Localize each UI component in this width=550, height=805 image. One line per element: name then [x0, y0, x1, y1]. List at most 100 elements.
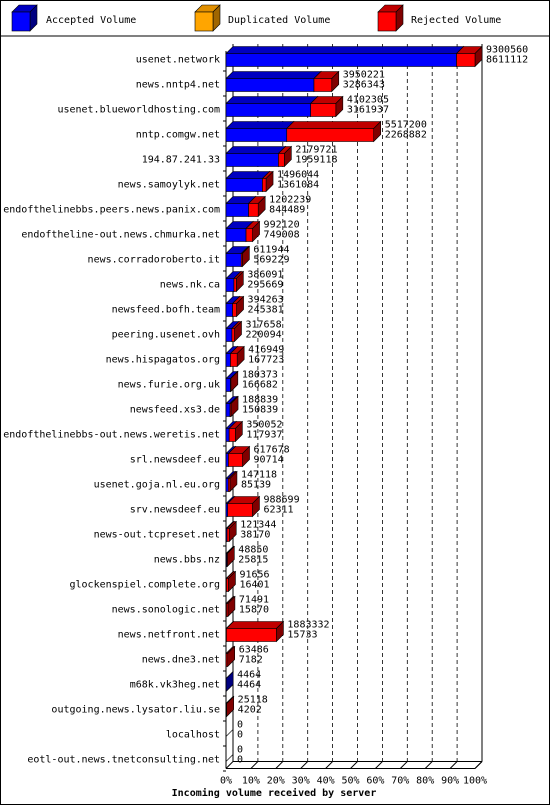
accepted-value-label: 3286343: [343, 80, 385, 91]
accepted-value-label: 220094: [246, 330, 282, 341]
total-value-label: 5517200: [385, 120, 427, 131]
accepted-value-label: 16401: [239, 580, 269, 591]
x-tick-label: 100%: [463, 776, 487, 787]
total-value-label: 0: [237, 745, 243, 756]
bar-rejected: [240, 245, 251, 268]
bar-rejected: [233, 270, 245, 293]
bar-accepted: [225, 95, 319, 118]
accepted-value-label: 62311: [263, 505, 293, 516]
x-tick-label: 10%: [242, 776, 260, 787]
bar-rejected: [228, 420, 244, 443]
total-value-label: 1496044: [277, 170, 319, 181]
total-value-label: 4464: [237, 670, 261, 681]
category-label: news.nntp4.net: [136, 80, 220, 91]
total-value-label: 188839: [242, 395, 278, 406]
accepted-value-label: 15870: [239, 605, 269, 616]
total-value-label: 386091: [247, 270, 283, 281]
accepted-value-label: 166682: [242, 380, 278, 391]
x-tick-mark: [424, 761, 433, 769]
category-label: outgoing.news.lysator.liu.se: [51, 705, 220, 716]
category-label: nntp.comgw.net: [136, 130, 220, 141]
accepted-value-label: 150839: [242, 405, 278, 416]
bar-rejected: [226, 520, 237, 543]
accepted-value-label: 4202: [238, 705, 262, 716]
bar-rejected: [225, 570, 237, 593]
bar-rejected: [225, 620, 285, 643]
total-value-label: 4102305: [347, 95, 389, 106]
category-label: news.bbs.nz: [154, 555, 220, 566]
x-tick-label: 0%: [220, 776, 232, 787]
total-value-label: 3950221: [343, 70, 385, 81]
bar-rejected: [277, 145, 293, 168]
category-label: news.furie.org.uk: [118, 380, 220, 391]
x-tick-label: 20%: [267, 776, 285, 787]
category-labels: usenet.network news.nntp4.net usenet.bluew…: [3, 55, 220, 766]
accepted-value-label: 295669: [247, 280, 283, 291]
legend-swatch-duplicated: [194, 4, 221, 32]
category-label: endofthelinebbs.peers.news.panix.com: [3, 205, 220, 216]
bar-rejected: [226, 495, 261, 518]
accepted-value-label: 8611112: [486, 55, 528, 66]
total-value-label: 48850: [238, 545, 268, 556]
x-tick-label: 50%: [341, 776, 359, 787]
category-label: usenet.network: [136, 55, 220, 66]
total-value-label: 9300560: [486, 45, 528, 56]
bar-rejected: [225, 645, 236, 668]
bar-rejected: [227, 445, 251, 468]
x-tick-label: 70%: [391, 776, 409, 787]
bar-accepted: [225, 670, 234, 693]
category-label: localhost: [166, 730, 220, 741]
accepted-value-label: 245381: [248, 305, 284, 316]
bar-rejected: [229, 370, 239, 393]
bar-rejected: [455, 45, 483, 68]
bar-accepted: [225, 70, 322, 93]
category-label: peering.usenet.ovh: [112, 330, 220, 341]
legend-label-accepted: Accepted Volume: [46, 15, 136, 26]
category-label: m68k.vk3heg.net: [130, 680, 220, 691]
x-axis-label: Incoming volume received by server: [172, 787, 377, 799]
x-tick-label: 60%: [366, 776, 384, 787]
accepted-value-label: 844489: [269, 205, 305, 216]
category-label: srv.newsdeef.eu: [130, 505, 220, 516]
total-value-label: 2179721: [295, 145, 337, 156]
total-value-label: 147118: [241, 470, 277, 481]
category-label: usenet.goja.nl.eu.org: [94, 480, 220, 491]
category-label: endoftheline-out.news.chmurka.net: [21, 230, 220, 241]
accepted-value-label: 25815: [238, 555, 268, 566]
category-label: news.corradoroberto.it: [88, 255, 220, 266]
bar-rejected: [231, 320, 243, 343]
total-value-label: 1202239: [269, 195, 311, 206]
bar-rejected: [225, 695, 235, 718]
bar-rejected: [229, 345, 245, 368]
category-label: usenet.blueworldhosting.com: [57, 105, 220, 116]
accepted-value-label: 1959118: [295, 155, 337, 166]
bar-rejected: [227, 470, 238, 493]
legend-label-rejected: Rejected Volume: [411, 15, 501, 26]
total-value-label: 988699: [263, 495, 299, 506]
bar-rejected: [245, 220, 261, 243]
category-label: news.hispagatos.org: [106, 355, 220, 366]
accepted-value-label: 749008: [264, 230, 300, 241]
x-tick-labels: 0% 10% 20% 30% 40% 50% 60% 70% 80% 90% 100%: [220, 776, 487, 787]
bar-rejected: [225, 595, 236, 618]
accepted-value-label: 0: [237, 755, 243, 766]
category-label: newsfeed.xs3.de: [130, 405, 220, 416]
accepted-value-label: 0: [237, 730, 243, 741]
x-tick-mark: [325, 761, 333, 769]
category-label: news-out.tcpreset.net: [94, 530, 220, 541]
total-value-label: 1883332: [287, 620, 329, 631]
category-label: eotl-out.news.tnetconsulting.net: [27, 755, 220, 766]
category-label: news.netfront.net: [118, 630, 220, 641]
accepted-value-label: 569229: [253, 255, 289, 266]
bar-rejected: [261, 170, 274, 193]
total-value-label: 71491: [239, 595, 269, 606]
category-label: glockenspiel.complete.org: [69, 580, 220, 591]
x-tick-mark: [275, 761, 284, 769]
total-value-label: 350052: [246, 420, 282, 431]
category-label: 194.87.241.33: [142, 155, 220, 166]
bar-accepted: [225, 120, 295, 143]
legend: Accepted Volume Duplicated Volume Reject…: [11, 4, 501, 32]
total-value-label: 992120: [264, 220, 300, 231]
